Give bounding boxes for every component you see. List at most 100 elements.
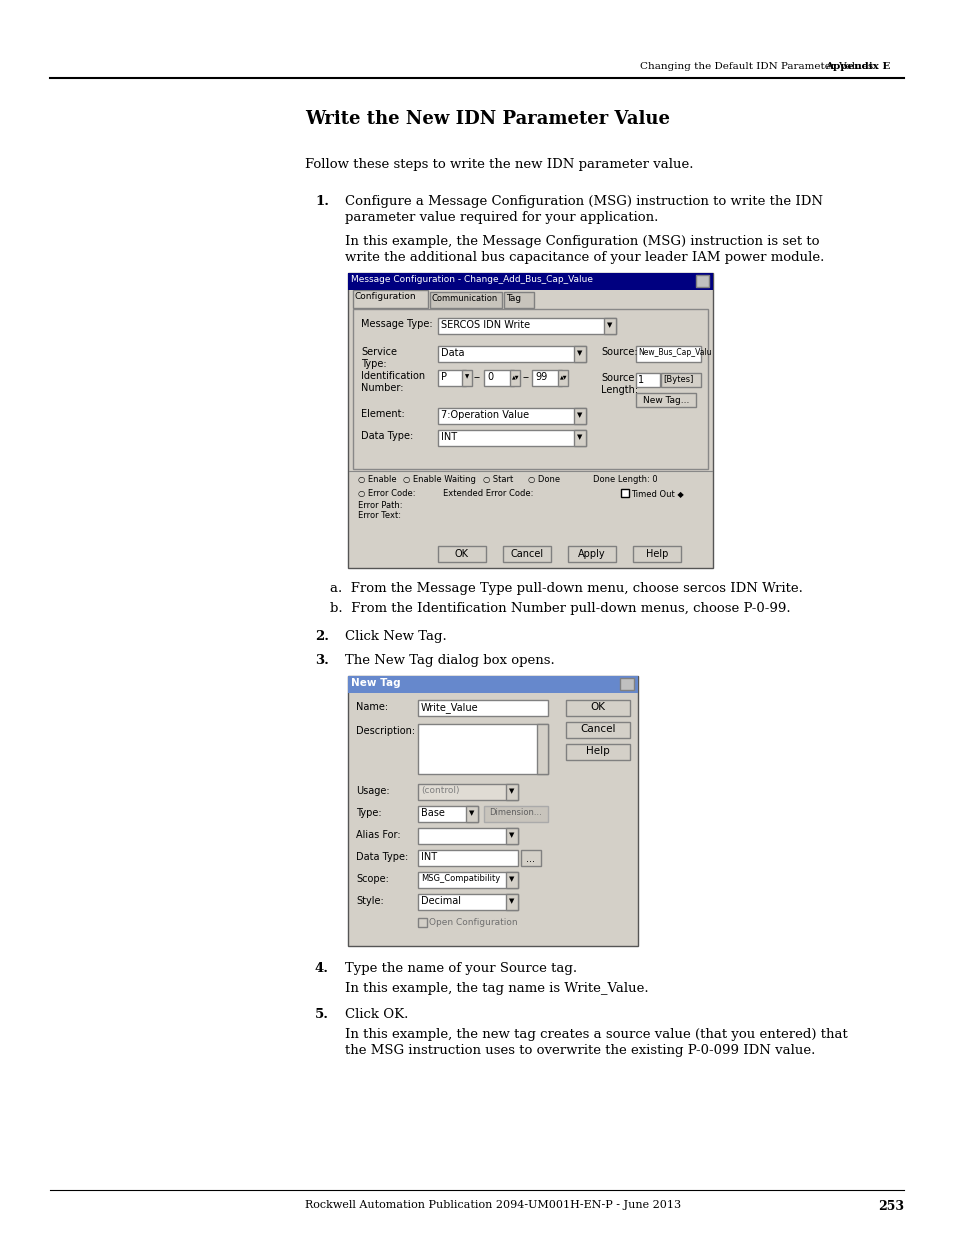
Bar <box>636 373 659 387</box>
Text: Click New Tag.: Click New Tag. <box>345 630 446 643</box>
Text: b.  From the Identification Number pull-down menus, choose P-0-99.: b. From the Identification Number pull-d… <box>330 601 790 615</box>
Text: Click OK.: Click OK. <box>345 1008 408 1021</box>
Text: [Bytes]: [Bytes] <box>662 375 693 384</box>
Text: INT: INT <box>420 852 436 862</box>
Text: 1: 1 <box>638 375 643 385</box>
Bar <box>353 309 707 469</box>
Text: Service
Type:: Service Type: <box>360 347 396 368</box>
Text: Usage:: Usage: <box>355 785 389 797</box>
Text: ×: × <box>621 679 632 692</box>
Text: Data Type:: Data Type: <box>355 852 408 862</box>
Bar <box>636 393 696 408</box>
Text: ○ Start: ○ Start <box>482 475 513 484</box>
Text: Write the New IDN Parameter Value: Write the New IDN Parameter Value <box>305 110 669 128</box>
Text: Scope:: Scope: <box>355 874 389 884</box>
Text: Follow these steps to write the new IDN parameter value.: Follow these steps to write the new IDN … <box>305 158 693 170</box>
Bar <box>620 489 628 496</box>
Text: 0: 0 <box>486 372 493 382</box>
Bar <box>430 291 501 308</box>
Bar <box>417 872 517 888</box>
Text: ▼: ▼ <box>577 350 582 356</box>
Bar <box>510 370 519 387</box>
Bar <box>574 430 585 446</box>
Bar <box>348 273 712 568</box>
Text: ×: × <box>697 275 706 287</box>
Bar <box>565 722 629 739</box>
Bar <box>633 546 680 562</box>
Text: Data Type:: Data Type: <box>360 431 413 441</box>
Text: Tag: Tag <box>505 294 520 303</box>
Bar <box>567 546 616 562</box>
Text: --: -- <box>474 372 480 382</box>
Bar <box>417 894 517 910</box>
Text: 3.: 3. <box>314 655 329 667</box>
Text: 4.: 4. <box>314 962 329 974</box>
Text: In this example, the new tag creates a source value (that you entered) that: In this example, the new tag creates a s… <box>345 1028 847 1041</box>
Text: parameter value required for your application.: parameter value required for your applic… <box>345 211 658 224</box>
Text: the MSG instruction uses to overwrite the existing P-0-099 IDN value.: the MSG instruction uses to overwrite th… <box>345 1044 815 1057</box>
Text: Source
Length:: Source Length: <box>600 373 638 395</box>
Text: Decimal: Decimal <box>420 897 460 906</box>
Bar <box>502 546 551 562</box>
Bar <box>417 806 477 823</box>
Text: 99: 99 <box>535 372 547 382</box>
Bar <box>417 700 547 716</box>
Text: Message Type:: Message Type: <box>360 319 432 329</box>
Text: INT: INT <box>440 432 456 442</box>
Text: ▼: ▼ <box>577 412 582 417</box>
Bar <box>437 346 585 362</box>
Text: Error Path:: Error Path: <box>357 501 402 510</box>
Text: Description:: Description: <box>355 726 415 736</box>
Text: OK: OK <box>455 550 469 559</box>
Text: (control): (control) <box>420 785 459 795</box>
Text: ○ Done: ○ Done <box>527 475 559 484</box>
Bar <box>537 724 547 774</box>
Text: MSG_Compatibility: MSG_Compatibility <box>420 874 499 883</box>
Bar <box>565 700 629 716</box>
Bar <box>520 850 540 866</box>
Text: Dimension...: Dimension... <box>489 808 542 818</box>
Bar <box>636 346 700 362</box>
Text: ▼: ▼ <box>509 876 515 882</box>
Text: ▼: ▼ <box>469 810 475 816</box>
Bar <box>417 827 517 844</box>
Text: ○ Enable: ○ Enable <box>357 475 396 484</box>
Text: Rockwell Automation Publication 2094-UM001H-EN-P - June 2013: Rockwell Automation Publication 2094-UM0… <box>305 1200 680 1210</box>
Text: 5.: 5. <box>314 1008 329 1021</box>
Text: Source:: Source: <box>600 347 637 357</box>
Text: --: -- <box>522 372 530 382</box>
Text: New Tag: New Tag <box>351 678 400 688</box>
Text: Cancel: Cancel <box>510 550 543 559</box>
Bar <box>417 784 517 800</box>
Bar <box>619 678 634 690</box>
Bar <box>505 894 517 910</box>
Text: Base: Base <box>420 808 444 818</box>
Text: ▼: ▼ <box>509 788 515 794</box>
Bar <box>417 724 547 774</box>
Bar <box>348 676 638 946</box>
Text: Write_Value: Write_Value <box>420 701 478 713</box>
Bar <box>565 743 629 760</box>
Text: Changing the Default IDN Parameter Values: Changing the Default IDN Parameter Value… <box>639 62 872 70</box>
Text: Element:: Element: <box>360 409 404 419</box>
Bar <box>437 430 585 446</box>
Text: Type:: Type: <box>355 808 381 818</box>
Bar <box>574 408 585 424</box>
Bar <box>465 806 477 823</box>
Text: ▲▼: ▲▼ <box>559 374 567 379</box>
Text: ▲▼: ▲▼ <box>512 374 519 379</box>
Text: Extended Error Code:: Extended Error Code: <box>442 489 533 498</box>
Text: The New Tag dialog box opens.: The New Tag dialog box opens. <box>345 655 554 667</box>
Text: Apply: Apply <box>578 550 605 559</box>
Bar <box>696 275 708 287</box>
Bar <box>505 784 517 800</box>
Bar <box>437 317 616 333</box>
Bar <box>437 370 465 387</box>
Text: Message Configuration - Change_Add_Bus_Cap_Value: Message Configuration - Change_Add_Bus_C… <box>351 275 593 284</box>
Text: New_Bus_Cap_Valu: New_Bus_Cap_Valu <box>638 348 711 357</box>
Bar <box>503 291 534 308</box>
Bar <box>483 370 514 387</box>
Bar <box>532 370 561 387</box>
Bar <box>574 346 585 362</box>
Text: Name:: Name: <box>355 701 388 713</box>
